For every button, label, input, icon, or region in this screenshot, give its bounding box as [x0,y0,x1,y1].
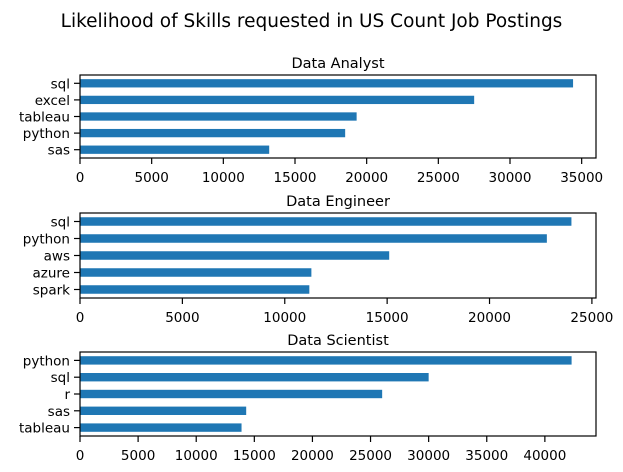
bar-sas [80,145,270,154]
y-tick-label-excel: excel [35,93,70,109]
y-tick-label-sql: sql [51,76,70,92]
bar-sql [80,217,572,226]
x-tick-label: 25000 [417,170,460,186]
y-tick-label-sas: sas [48,143,70,159]
x-tick-label: 15000 [233,448,276,464]
bar-sas [80,406,247,415]
x-tick-label: 5000 [165,310,199,326]
y-tick-label-spark: spark [33,283,70,299]
bar-spark [80,285,310,294]
x-tick-label: 10000 [263,310,306,326]
x-tick-label: 25000 [349,448,392,464]
bar-azure [80,268,312,277]
x-tick-label: 20000 [468,310,511,326]
bar-aws [80,251,390,260]
axes-frame [79,212,597,299]
bar-sql [80,79,574,88]
y-tick-label-r: r [64,387,70,403]
bar-tableau [80,423,242,432]
x-tick-label: 40000 [523,448,566,464]
x-tick-label: 0 [76,170,85,186]
x-tick-label: 10000 [175,448,218,464]
subplot-title: Data Scientist [287,333,389,349]
bar-python [80,234,547,243]
y-tick-label-python: python [23,353,70,369]
y-tick-label-tableau: tableau [19,110,70,126]
x-tick-label: 10000 [202,170,245,186]
x-tick-label: 35000 [465,448,508,464]
bar-python [80,356,572,365]
bar-python [80,128,346,138]
x-tick-label: 15000 [274,170,317,186]
figure-title: Likelihood of Skills requested in US Cou… [61,11,563,32]
bar-excel [80,95,475,105]
x-tick-label: 0 [76,448,85,464]
y-tick-label-sql: sql [51,370,70,386]
y-tick-label-python: python [23,126,70,142]
x-tick-label: 5000 [121,448,155,464]
y-tick-label-sql: sql [51,215,70,231]
axes-frame [79,351,597,437]
x-tick-label: 30000 [407,448,450,464]
bar-sql [80,373,429,382]
x-tick-label: 20000 [291,448,334,464]
x-tick-label: 20000 [345,170,388,186]
x-tick-label: 30000 [489,170,532,186]
y-tick-label-tableau: tableau [19,421,70,437]
x-tick-label: 0 [76,310,85,326]
bar-r [80,389,383,399]
x-tick-label: 5000 [134,170,168,186]
x-tick-label: 35000 [560,170,603,186]
y-tick-label-python: python [23,232,70,248]
subplot-title: Data Engineer [286,194,390,210]
y-tick-label-aws: aws [44,249,70,265]
bar-tableau [80,112,357,121]
y-tick-label-sas: sas [48,404,70,420]
y-tick-label-azure: azure [33,266,70,282]
x-tick-label: 25000 [570,310,613,326]
axes-frame [79,74,597,159]
x-tick-label: 15000 [366,310,409,326]
subplot-title: Data Analyst [291,56,384,72]
